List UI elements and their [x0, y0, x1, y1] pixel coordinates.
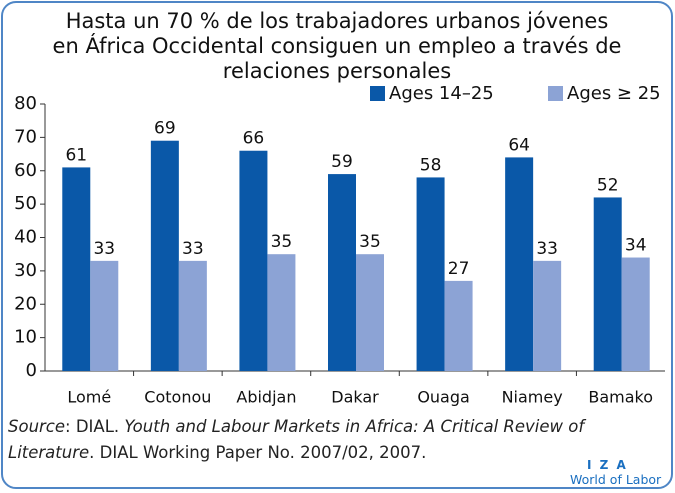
source-text: . DIAL Working Paper No. 2007/02, 2007. [89, 443, 427, 462]
data-label: 64 [508, 135, 530, 155]
bar [150, 140, 179, 371]
y-tick-label: 10 [14, 327, 37, 348]
data-label: 33 [93, 239, 115, 259]
source-label: Source [8, 417, 66, 436]
y-tick-label: 20 [14, 293, 37, 314]
bar [356, 254, 384, 371]
legend-swatch [548, 86, 563, 101]
data-label: 61 [65, 145, 87, 165]
y-tick-label: 80 [14, 93, 37, 114]
data-label: 35 [359, 232, 381, 252]
y-tick-label: 70 [14, 126, 37, 147]
logo: World of Labor [570, 472, 662, 487]
data-label: 69 [154, 119, 176, 139]
bar [62, 167, 91, 371]
logo: I Z A [587, 458, 628, 472]
data-label: 33 [536, 239, 558, 259]
bar [444, 280, 473, 371]
bar [90, 260, 119, 371]
source-note: Source: DIAL. Youth and Labour Markets i… [8, 414, 663, 466]
bar [593, 197, 622, 371]
y-tick-label: 60 [14, 160, 37, 181]
data-label: 35 [271, 232, 293, 252]
x-tick-label: Dakar [331, 388, 379, 407]
legend-label: Ages ≥ 25 [567, 83, 661, 104]
x-tick-label: Niamey [502, 388, 563, 407]
data-label: 59 [331, 152, 353, 172]
bar [267, 254, 296, 371]
y-tick-label: 50 [14, 193, 37, 214]
data-label: 52 [597, 175, 619, 195]
bar [533, 260, 562, 371]
data-label: 27 [448, 259, 470, 279]
x-tick-label: Cotonou [144, 388, 211, 407]
source-title: Youth and Labour Markets in Africa: A Cr… [8, 417, 585, 462]
data-label: 34 [625, 236, 647, 256]
source-text: : DIAL. [65, 417, 125, 436]
chart-title: Hasta un 70 % de los trabajadores urbano… [66, 9, 609, 33]
bar [328, 174, 356, 371]
bar [621, 257, 650, 371]
chart-title: relaciones personales [223, 59, 451, 83]
x-tick-label: Ouaga [417, 388, 470, 407]
chart-title: en África Occidental consiguen un empleo… [53, 33, 622, 58]
data-label: 33 [182, 239, 204, 259]
bar [239, 150, 268, 371]
bar [178, 260, 207, 371]
data-label: 58 [420, 155, 442, 175]
y-tick-label: 30 [14, 260, 37, 281]
y-tick-label: 40 [14, 227, 37, 248]
bar [416, 177, 445, 371]
legend-label: Ages 14–25 [389, 83, 494, 104]
bar [505, 157, 534, 371]
data-label: 66 [243, 129, 265, 149]
legend-swatch [370, 86, 385, 101]
x-tick-label: Bamako [588, 388, 653, 407]
y-tick-label: 0 [26, 360, 37, 381]
x-tick-label: Lomé [67, 388, 111, 407]
x-tick-label: Abidjan [236, 388, 296, 407]
